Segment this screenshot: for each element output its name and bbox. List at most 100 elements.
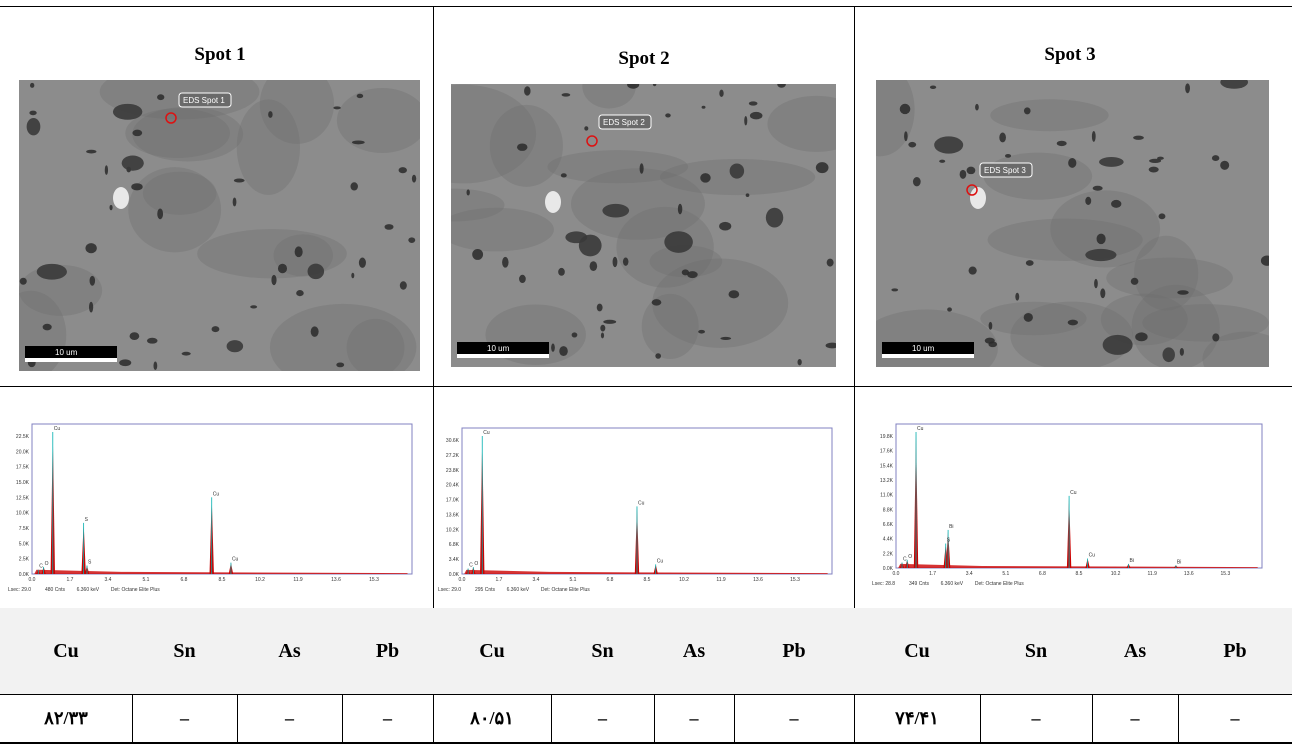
- y-tick-label: 10.2K: [446, 527, 460, 533]
- y-tick-label: 27.2K: [446, 453, 460, 459]
- sem-pore: [1068, 158, 1077, 168]
- sem-pore: [1133, 135, 1144, 140]
- sem-pore: [157, 94, 165, 101]
- sem-shade: [570, 168, 705, 240]
- peak-label: C: [39, 564, 43, 570]
- sem-pore: [999, 132, 1006, 143]
- y-tick-label: 13.2K: [880, 478, 894, 484]
- peak-label: Cu: [657, 558, 664, 564]
- sem-pore: [1185, 83, 1190, 94]
- sem-pore: [1056, 140, 1067, 147]
- scale-bar-label: 10 um: [55, 348, 78, 357]
- sem-pore: [665, 113, 671, 118]
- sem-pore: [652, 84, 657, 87]
- sem-pore: [745, 193, 750, 197]
- value-cell: ۸۰/۵۱: [470, 707, 514, 728]
- sem-micrograph: EDS Spot 3 10 um: [876, 80, 1269, 367]
- value-cell: –: [180, 707, 189, 728]
- x-tick-label: 1.7: [929, 571, 936, 577]
- sem-pore: [622, 257, 629, 266]
- sem-pore: [356, 93, 364, 99]
- peak-label: Cu: [1070, 490, 1077, 496]
- x-tick-label: 5.1: [570, 577, 577, 583]
- sem-pore: [1111, 199, 1122, 208]
- y-tick-label: 0.0K: [449, 572, 460, 578]
- sem-pore: [600, 324, 606, 332]
- y-tick-label: 19.8K: [880, 434, 894, 440]
- sem-bright-particle: [113, 187, 129, 209]
- sem-pore: [1179, 347, 1184, 356]
- element-header: Sn: [173, 639, 196, 662]
- y-tick-label: 20.4K: [446, 483, 460, 489]
- eds-spectrum: 19.8K 17.6K 15.4K 13.2K 11.0K 8.8K 6.6K 4.4K 2.2…: [870, 420, 1266, 590]
- sem-pore: [336, 362, 345, 368]
- eds-spot-label: EDS Spot 3: [984, 166, 1026, 175]
- sem-bright-particle: [545, 191, 561, 213]
- sem-shade: [142, 171, 217, 215]
- sem-pore: [720, 336, 732, 340]
- spectrum-footer-text: Lsec: 28.8: [872, 581, 895, 587]
- y-tick-label: 0.0K: [883, 566, 894, 572]
- x-tick-label: 11.9: [293, 577, 303, 583]
- x-tick-label: 10.2: [1111, 571, 1121, 577]
- row-divider-1: [0, 386, 1292, 387]
- sem-pore: [519, 274, 526, 284]
- sem-pore: [939, 159, 946, 163]
- peak-label: S: [947, 538, 951, 544]
- sem-pore: [959, 169, 967, 179]
- sem-pore: [777, 84, 786, 88]
- sem-pore: [89, 301, 94, 313]
- peak-label: Bi: [1130, 558, 1134, 564]
- sem-pore: [277, 263, 288, 274]
- spectrum-footer-text: Lsec: 29.0: [8, 587, 31, 593]
- sem-pore: [600, 332, 605, 339]
- sem-pore: [603, 319, 617, 324]
- spectrum-footer-text: Det: Octane Elite Plus: [975, 581, 1024, 587]
- x-tick-label: 1.7: [67, 577, 74, 583]
- x-tick-label: 8.5: [1076, 571, 1083, 577]
- sem-pore: [551, 343, 555, 352]
- y-tick-label: 5.0K: [19, 541, 30, 547]
- sem-shade: [125, 108, 230, 158]
- scale-bar: [457, 354, 549, 358]
- sem-shade: [197, 229, 347, 279]
- spot-title: Spot 3: [1044, 44, 1096, 65]
- sem-shade: [236, 99, 300, 195]
- sem-pore: [181, 351, 191, 356]
- sem-inclusion: [1085, 248, 1117, 262]
- sem-shade: [19, 264, 103, 316]
- sem-pore: [584, 126, 589, 131]
- sem-pore: [988, 321, 993, 330]
- y-tick-label: 10.0K: [16, 511, 30, 517]
- sem-pore: [153, 361, 158, 370]
- value-cell: –: [1130, 707, 1140, 728]
- sem-pore: [1212, 333, 1220, 342]
- sem-inclusion: [226, 340, 244, 353]
- peak-label: S: [85, 517, 89, 523]
- y-tick-label: 7.5K: [19, 526, 30, 532]
- element-header: Cu: [53, 639, 79, 662]
- element-header: Pb: [782, 639, 806, 662]
- sem-pore: [296, 290, 304, 297]
- x-tick-label: 10.2: [679, 577, 689, 583]
- x-tick-label: 5.1: [1002, 571, 1009, 577]
- sem-pore: [157, 208, 164, 220]
- sem-pore: [524, 86, 531, 96]
- sem-micrograph: EDS Spot 2 10 um: [451, 84, 836, 367]
- y-tick-label: 20.0K: [16, 449, 30, 455]
- sem-pore: [596, 303, 603, 312]
- sem-pore: [968, 266, 977, 275]
- sem-pore: [1211, 155, 1220, 162]
- sem-pore: [826, 258, 834, 267]
- sem-pore: [627, 84, 640, 89]
- sem-pore: [655, 353, 661, 359]
- sem-pore: [589, 261, 598, 272]
- sem-pore: [899, 103, 911, 115]
- plot-frame: [31, 423, 413, 575]
- sem-pore: [1260, 255, 1269, 266]
- sem-shade: [1202, 331, 1269, 367]
- sem-pore: [1130, 277, 1139, 285]
- sem-pore: [559, 346, 568, 357]
- sem-pore: [351, 140, 365, 145]
- sem-pore: [1148, 166, 1159, 173]
